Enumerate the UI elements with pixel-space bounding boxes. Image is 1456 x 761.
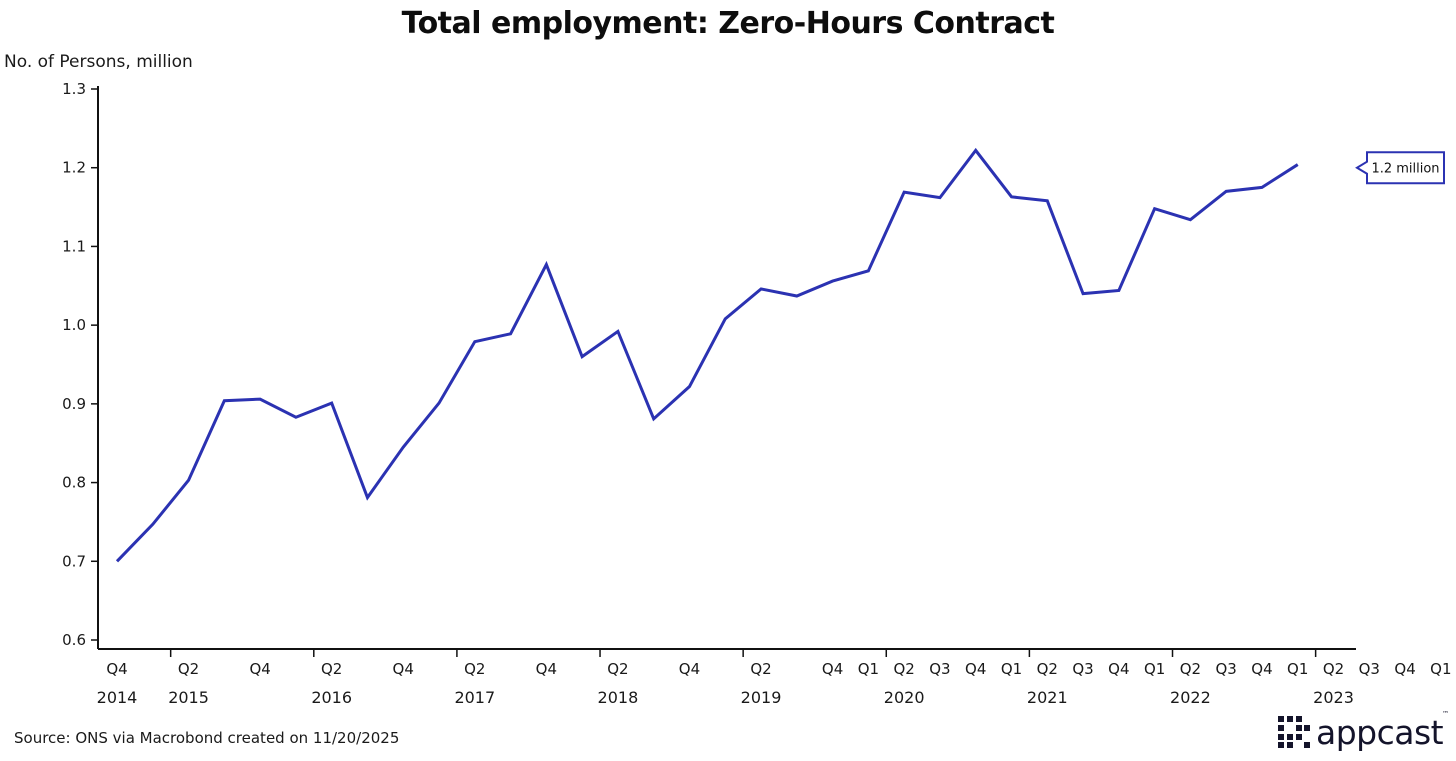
appcast-logo-icon xyxy=(1278,716,1310,748)
x-year-label: 2015 xyxy=(168,688,209,707)
x-tick-label: Q4 xyxy=(822,660,843,678)
brand-name: appcast xyxy=(1316,712,1444,752)
x-tick-label: Q4 xyxy=(965,660,986,678)
x-tick-label: Q2 xyxy=(607,660,628,678)
x-year-label: 2014 xyxy=(97,688,138,707)
x-tick-label: Q1 xyxy=(1430,660,1451,678)
y-tick-label: 0.7 xyxy=(62,552,86,570)
x-tick-label: Q2 xyxy=(1323,660,1344,678)
x-tick-label: Q4 xyxy=(1108,660,1129,678)
x-year-label: 2017 xyxy=(454,688,495,707)
x-tick-label: Q3 xyxy=(1216,660,1237,678)
x-year-label: 2023 xyxy=(1313,688,1354,707)
y-tick-label: 0.9 xyxy=(62,395,86,413)
y-tick-label: 1.1 xyxy=(62,237,86,255)
series-line xyxy=(115,147,1299,563)
x-tick-label: Q2 xyxy=(750,660,771,678)
source-note: Source: ONS via Macrobond created on 11/… xyxy=(14,729,400,747)
x-tick-label: Q1 xyxy=(1001,660,1022,678)
x-tick-label: Q2 xyxy=(464,660,485,678)
x-tick-label: Q2 xyxy=(1180,660,1201,678)
x-year-label: 2020 xyxy=(884,688,925,707)
value-callout-label: 1.2 million xyxy=(1371,162,1439,177)
y-tick-label: 1.3 xyxy=(62,80,86,98)
y-axis-label: No. of Persons, million xyxy=(4,52,193,72)
x-tick-label: Q2 xyxy=(893,660,914,678)
x-tick-label: Q4 xyxy=(1251,660,1272,678)
x-tick-label: Q3 xyxy=(1072,660,1093,678)
x-year-label: 2018 xyxy=(598,688,639,707)
x-tick-label: Q4 xyxy=(536,660,557,678)
appcast-logo: appcast ™ xyxy=(1278,710,1449,752)
x-tick-label: Q1 xyxy=(1287,660,1308,678)
x-year-label: 2016 xyxy=(311,688,352,707)
x-tick-label: Q3 xyxy=(929,660,950,678)
value-callout-box xyxy=(1355,151,1445,185)
x-tick-label: Q4 xyxy=(1394,660,1415,678)
y-tick-label: 1.2 xyxy=(62,159,86,177)
x-tick-label: Q2 xyxy=(1037,660,1058,678)
x-tick-label: Q3 xyxy=(1359,660,1380,678)
x-tick-label: Q4 xyxy=(106,660,127,678)
x-tick-label: Q2 xyxy=(178,660,199,678)
x-year-label: 2022 xyxy=(1170,688,1211,707)
x-year-label: 2021 xyxy=(1027,688,1068,707)
x-year-label: 2019 xyxy=(741,688,782,707)
x-tick-label: Q2 xyxy=(321,660,342,678)
x-tick-label: Q4 xyxy=(679,660,700,678)
x-tick-label: Q1 xyxy=(858,660,879,678)
y-tick-label: 0.8 xyxy=(62,474,86,492)
y-tick-label: 0.6 xyxy=(62,631,86,649)
x-tick-label: Q1 xyxy=(1144,660,1165,678)
y-tick-label: 1.0 xyxy=(62,316,86,334)
x-tick-label: Q4 xyxy=(393,660,414,678)
x-tick-label: Q4 xyxy=(249,660,270,678)
chart-title: Total employment: Zero-Hours Contract xyxy=(401,6,1055,41)
trademark-symbol: ™ xyxy=(1442,710,1449,718)
